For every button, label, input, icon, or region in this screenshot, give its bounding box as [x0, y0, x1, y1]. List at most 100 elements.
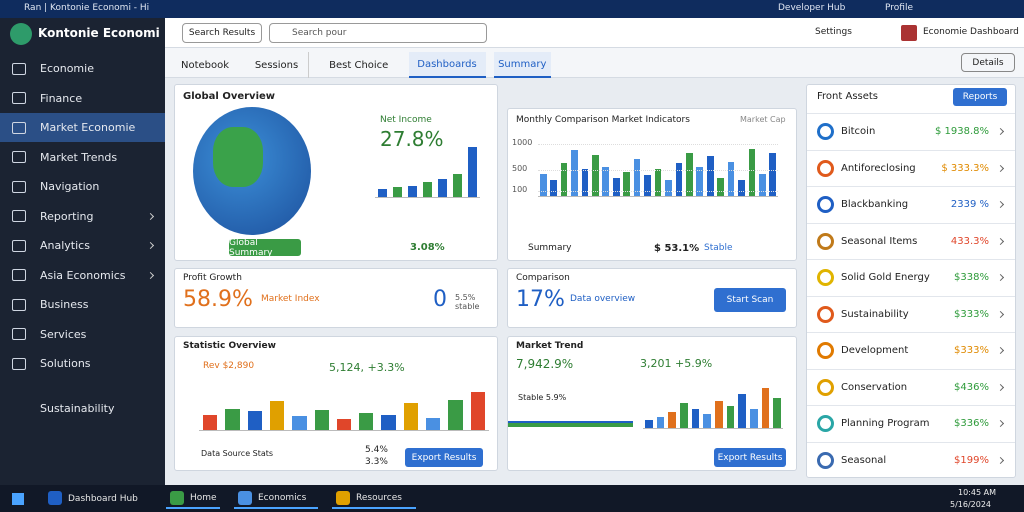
tab[interactable]: Dashboards [408, 52, 486, 78]
tab[interactable]: Sessions [245, 52, 309, 78]
asset-icon [817, 378, 834, 396]
tab-title[interactable]: Ran | Kontonie Economi - Hi [24, 3, 150, 13]
search-input[interactable]: Search pour [269, 23, 487, 43]
mini-chart [375, 140, 480, 198]
asset-row[interactable]: Sustainability $333% [807, 295, 1015, 332]
bar [726, 406, 735, 428]
footer-value: 5.4% [365, 445, 388, 455]
asset-icon [817, 269, 834, 286]
sidebar-item[interactable]: Asia Economics [0, 261, 165, 290]
asset-row[interactable]: Antiforeclosing $ 333.3% [807, 149, 1015, 186]
scan-button[interactable]: Start Scan [714, 288, 786, 312]
bar [680, 403, 688, 428]
asset-value: $ 333.3% [941, 162, 989, 174]
sidebar-icon [12, 328, 26, 340]
asset-row[interactable]: Blackbanking 2339 % [807, 186, 1015, 222]
metric-label: Data overview [570, 294, 636, 304]
panel-tag: Market Cap [740, 115, 786, 124]
sidebar-item[interactable]: Market Trends [0, 143, 165, 172]
sidebar-item[interactable]: Economie [0, 54, 165, 83]
asset-value: $333% [954, 345, 989, 356]
asset-row[interactable]: Solid Gold Energy $338% [807, 259, 1015, 295]
export-button[interactable]: Export Results [714, 448, 786, 467]
bar [773, 397, 781, 428]
bar [560, 163, 568, 196]
panel-title: Profit Growth [183, 273, 242, 283]
chevron [996, 164, 1005, 172]
bar [738, 393, 746, 428]
app-icon [238, 491, 252, 505]
asset-name: Antiforeclosing [841, 162, 916, 174]
asset-name: Blackbanking [841, 199, 909, 210]
avatar[interactable] [901, 25, 917, 41]
logo [10, 23, 32, 45]
bar [403, 403, 419, 430]
account[interactable]: Developer Hub [778, 3, 846, 13]
asset-row[interactable]: Conservation $436% [807, 368, 1015, 405]
asset-name: Seasonal Items [841, 235, 918, 247]
bar [602, 166, 610, 196]
bar [437, 179, 448, 197]
sidebar-item[interactable]: Market Economie [0, 113, 165, 142]
asset-icon [817, 305, 834, 323]
summary-label: Summary [528, 243, 572, 253]
tab[interactable]: Summary [493, 52, 551, 78]
bar [665, 180, 672, 196]
y-tick-label: 100 [512, 184, 528, 194]
browser-bar: Ran | Kontonie Economi - Hi Developer Hu… [0, 0, 1024, 18]
bar [668, 411, 676, 428]
sidebar-item[interactable]: Reporting [0, 202, 165, 231]
asset-value: $436% [954, 381, 989, 393]
sidebar-icon [12, 151, 26, 163]
taskbar-app[interactable]: Economics [234, 488, 318, 509]
asset-row[interactable]: Development $333% [807, 332, 1015, 368]
sidebar-item[interactable]: Analytics [0, 231, 165, 260]
asset-name: Conservation [841, 381, 908, 393]
legend: Stable 5.9% [518, 393, 567, 402]
sidebar-item[interactable]: Navigation [0, 172, 165, 201]
app-icon [336, 491, 350, 505]
trend-chart [643, 373, 783, 429]
sidebar-item[interactable]: Services [0, 320, 165, 349]
sidebar-icon [12, 180, 26, 193]
app-icon [170, 491, 184, 505]
sidebar-footer[interactable]: Sustainability [40, 402, 115, 415]
chevron [996, 127, 1005, 136]
bar [592, 155, 599, 196]
profile[interactable]: Profile [885, 3, 913, 13]
reports-button[interactable]: Reports [953, 88, 1007, 106]
taskbar-app[interactable]: Resources [332, 488, 416, 509]
asset-row[interactable]: Bitcoin $ 1938.8% [807, 113, 1015, 149]
asset-row[interactable]: Planning Program $336% [807, 405, 1015, 441]
bar [292, 416, 307, 430]
user-name[interactable]: Economie Dashboard [923, 27, 1019, 37]
globe-button[interactable]: Global Summary [229, 238, 301, 258]
bar [426, 417, 441, 430]
headline: 5,124, +3.3% [329, 361, 405, 374]
details-button[interactable]: Details [961, 53, 1015, 72]
export-button[interactable]: Export Results [405, 448, 483, 467]
chevron [996, 419, 1005, 428]
asset-row[interactable]: Seasonal $199% [807, 441, 1015, 478]
tab[interactable]: Notebook [180, 59, 230, 71]
monthly-chart: 100 500 1000 [512, 133, 778, 197]
bar [675, 163, 683, 196]
settings-link[interactable]: Settings [815, 27, 852, 37]
asset-row[interactable]: Seasonal Items 433.3% [807, 222, 1015, 259]
taskbar: 10:45 AM 5/16/2024 Dashboard Hub Home Econ… [0, 485, 1024, 512]
sidebar-item[interactable]: Finance [0, 84, 165, 113]
metric: 58.9% [183, 287, 253, 312]
start-button[interactable] [12, 493, 24, 505]
y-tick-label: 1000 [512, 137, 533, 147]
taskbar-app[interactable]: Home [166, 488, 220, 509]
footer-value: 3.08% [410, 242, 445, 253]
bar [247, 411, 262, 430]
sidebar-item[interactable]: Business [0, 290, 165, 319]
search-button[interactable]: Search Results [182, 23, 262, 43]
chevron [996, 456, 1005, 464]
sidebar-item[interactable]: Solutions [0, 349, 165, 378]
stats-panel: Statistic Overview Rev $2,890 5,124, +3.… [174, 336, 498, 471]
count: 0 [433, 287, 447, 312]
taskbar-app[interactable]: Dashboard Hub [44, 488, 152, 509]
tab[interactable]: Best Choice [329, 59, 389, 71]
